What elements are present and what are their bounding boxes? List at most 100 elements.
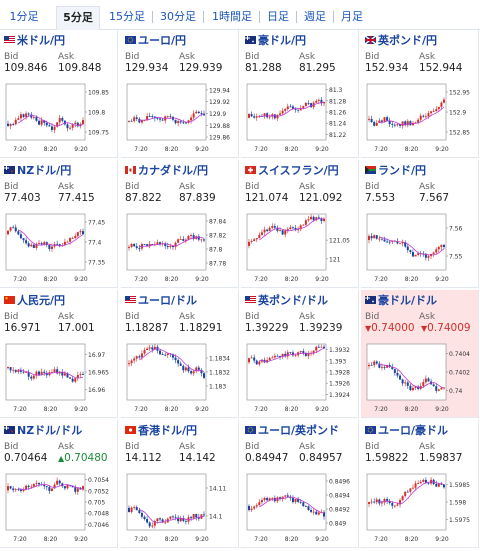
- pair-title[interactable]: ユーロ/豪ドル: [365, 424, 448, 438]
- candle-body: [45, 122, 48, 126]
- candlestick-chart[interactable]: 81.3 81.28 81.26 81.24 81.22 7:20 8:20 9:20: [244, 80, 356, 154]
- pair-title-text[interactable]: ランド/円: [378, 164, 427, 177]
- candle-body: [63, 373, 66, 376]
- candle-body: [310, 103, 313, 108]
- candle-body: [74, 378, 77, 382]
- pair-title-text[interactable]: 豪ドル/ドル: [378, 294, 438, 307]
- candle-body: [437, 106, 440, 110]
- rate-card[interactable]: 豪ドル/円 Bid Ask 81.288 81.295 81.3 81.28 81.26 81.…: [241, 30, 359, 158]
- pair-title[interactable]: 米ドル/円: [4, 34, 65, 48]
- candlestick-chart[interactable]: 129.94 129.92 129.9 129.88 129.86 7:20 8:20 9:2…: [124, 80, 236, 154]
- pair-title-text[interactable]: NZドル/円: [17, 164, 72, 177]
- candlestick-chart[interactable]: 87.84 87.82 87.8 87.78 7:20 8:20 9:20: [124, 210, 236, 284]
- pair-title[interactable]: 英ポンド/円: [364, 34, 438, 48]
- ask-value: 129.939: [179, 62, 222, 74]
- candlestick-chart[interactable]: 16.97 16.965 16.96 7:20 8:20 9:20: [3, 340, 115, 414]
- pair-title[interactable]: ランド/円: [365, 164, 426, 178]
- candle-body: [375, 235, 378, 239]
- tab-5[interactable]: 1時間足: [212, 10, 252, 23]
- pair-title-text[interactable]: 英ポンド/ドル: [258, 294, 329, 307]
- pair-title-text[interactable]: 豪ドル/円: [258, 34, 307, 47]
- rate-card[interactable]: 人民元/円 Bid Ask 16.971 17.001 16.97 16.965 16.96 7…: [0, 290, 118, 418]
- y-tick-label: 81.24: [329, 121, 346, 128]
- rate-card[interactable]: 香港ドル/円 Bid Ask 14.112 14.142 14.11 14.1 7:20 8:2…: [121, 420, 239, 548]
- rate-card[interactable]: カナダドル/円 Bid Ask 87.822 87.839 87.84 87.82 87.8 8…: [121, 160, 239, 288]
- candlestick-chart[interactable]: 1.1834 1.1832 1.183 7:20 8:20 9:20: [124, 340, 236, 414]
- tab-1[interactable]: 1分足: [9, 10, 39, 23]
- candlestick-chart[interactable]: 0.8496 0.8494 0.8492 0.849 7:20 8:20 9:20: [244, 470, 356, 544]
- rate-card[interactable]: 英ポンド/ドル Bid Ask 1.39229 1.39239 1.3932 1.393 1.…: [241, 290, 359, 418]
- candlestick-chart[interactable]: 1.3932 1.393 1.3928 1.3926 1.3924 7:20 8:20 9:2…: [244, 340, 356, 414]
- candlestick-chart[interactable]: 121.05 121 7:20 8:20 9:20: [244, 210, 356, 284]
- pair-title-text[interactable]: 英ポンド/円: [378, 34, 438, 47]
- pair-title-text[interactable]: ユーロ/豪ドル: [378, 424, 449, 437]
- rate-card[interactable]: ユーロ/英ポンド Bid Ask 0.84947 0.84957 0.8496 0.8494…: [241, 420, 359, 548]
- candle-body: [71, 378, 74, 382]
- pair-title[interactable]: 人民元/円: [4, 294, 65, 308]
- pair-title-text[interactable]: カナダドル/円: [138, 164, 209, 177]
- candlestick-chart[interactable]: 152.95 152.9 152.85 7:20 8:20 9:20: [364, 80, 476, 154]
- candle-body: [268, 498, 271, 501]
- tab-6[interactable]: 日足: [267, 10, 289, 23]
- pair-title[interactable]: ユーロ/英ポンド: [245, 424, 339, 438]
- plot-area: [5, 213, 86, 271]
- candle-body: [276, 227, 279, 231]
- bid-value: 0.70464: [4, 452, 47, 464]
- tab-7[interactable]: 週足: [304, 10, 326, 23]
- candle-body: [19, 234, 22, 239]
- candle-body: [315, 100, 318, 103]
- candle-body: [399, 500, 402, 505]
- pair-title[interactable]: 豪ドル/ドル: [365, 294, 437, 308]
- pair-title[interactable]: カナダドル/円: [125, 164, 208, 178]
- candlestick-chart[interactable]: 1.5985 1.598 1.5975 7:20 8:20 9:20: [364, 470, 476, 544]
- tab-3[interactable]: 15分足: [109, 10, 145, 23]
- candlestick-chart[interactable]: 0.7054 0.7052 0.705 0.7048 0.7046 7:20 8:20 9:2…: [3, 470, 115, 544]
- candle-body: [161, 354, 164, 356]
- rate-card[interactable]: 英ポンド/円 Bid Ask 152.934 152.944 152.95 152.9 152…: [361, 30, 479, 158]
- pair-title-text[interactable]: ユーロ/円: [138, 34, 187, 47]
- rate-card[interactable]: 豪ドル/ドル Bid Ask ▼0.74000 ▼0.74009 0.7404 0.7402…: [361, 290, 479, 418]
- rate-card[interactable]: 米ドル/円 Bid Ask 109.846 109.848 109.85 109.8 109.…: [0, 30, 118, 158]
- pair-title[interactable]: スイスフラン/円: [245, 164, 339, 178]
- candlestick-chart[interactable]: 109.85 109.8 109.75 7:20 8:20 9:20: [3, 80, 115, 154]
- tab-2[interactable]: 5分足: [56, 6, 100, 30]
- rate-card[interactable]: ランド/円 Bid Ask 7.553 7.567 7.56 7.55 7:20 8:20 9:2…: [361, 160, 479, 288]
- candlestick-chart[interactable]: 0.7404 0.7402 0.74 7:20 8:20 9:20: [364, 340, 476, 414]
- rate-card[interactable]: NZドル/円 Bid Ask 77.403 77.415 77.45 77.4 77.35 7:…: [0, 160, 118, 288]
- candlestick-chart[interactable]: 14.11 14.1 7:20 8:20 9:20: [124, 470, 236, 544]
- tab-8[interactable]: 月足: [341, 10, 363, 23]
- pair-title-text[interactable]: スイスフラン/円: [258, 164, 339, 177]
- candle-body: [79, 374, 82, 375]
- pair-title-text[interactable]: 人民元/円: [17, 294, 66, 307]
- pair-title-text[interactable]: 香港ドル/円: [138, 424, 198, 437]
- pair-title-text[interactable]: NZドル/ドル: [17, 424, 83, 437]
- candle-body: [279, 356, 282, 357]
- rate-card[interactable]: ユーロ/豪ドル Bid Ask 1.59822 1.59837 1.5985 1.598 1.…: [361, 420, 479, 548]
- candlestick-chart[interactable]: 7.56 7.55 7:20 8:20 9:20: [364, 210, 476, 284]
- rate-card[interactable]: ユーロ/円 Bid Ask 129.934 129.939 129.94 129.92 129…: [121, 30, 239, 158]
- tab-4[interactable]: 30分足: [160, 10, 196, 23]
- pair-title[interactable]: 豪ドル/円: [245, 34, 306, 48]
- rate-card[interactable]: ユーロ/ドル Bid Ask 1.18287 1.18291 1.1834 1.1832 1.…: [121, 290, 239, 418]
- candle-body: [266, 360, 269, 363]
- pair-title-text[interactable]: ユーロ/英ポンド: [258, 424, 340, 437]
- pair-title-text[interactable]: ユーロ/ドル: [138, 294, 198, 307]
- candle-body: [148, 243, 151, 247]
- candle-body: [143, 516, 146, 520]
- pair-title[interactable]: 香港ドル/円: [125, 424, 197, 438]
- x-tick-label: 7:20: [254, 276, 268, 283]
- rate-card[interactable]: スイスフラン/円 Bid Ask 121.074 121.092 121.05 121 7:2…: [241, 160, 359, 288]
- candle-body: [258, 361, 261, 365]
- pair-title[interactable]: NZドル/ドル: [4, 424, 82, 438]
- rate-card[interactable]: NZドル/ドル Bid Ask 0.70464 ▲0.70480 0.7054 0.7052…: [0, 420, 118, 548]
- candle-body: [25, 113, 28, 117]
- pair-title-text[interactable]: 米ドル/円: [17, 34, 66, 47]
- plot-area: [246, 83, 327, 141]
- pair-title[interactable]: ユーロ/ドル: [125, 294, 197, 308]
- candlestick-chart[interactable]: 77.45 77.4 77.35 7:20 8:20 9:20: [3, 210, 115, 284]
- pair-title[interactable]: NZドル/円: [4, 164, 71, 178]
- chart-svg: 152.95 152.9 152.85 7:20 8:20 9:20: [366, 83, 470, 153]
- pair-title[interactable]: 英ポンド/ドル: [245, 294, 328, 308]
- moving-average-line: [18, 369, 84, 379]
- pair-title[interactable]: ユーロ/円: [125, 34, 186, 48]
